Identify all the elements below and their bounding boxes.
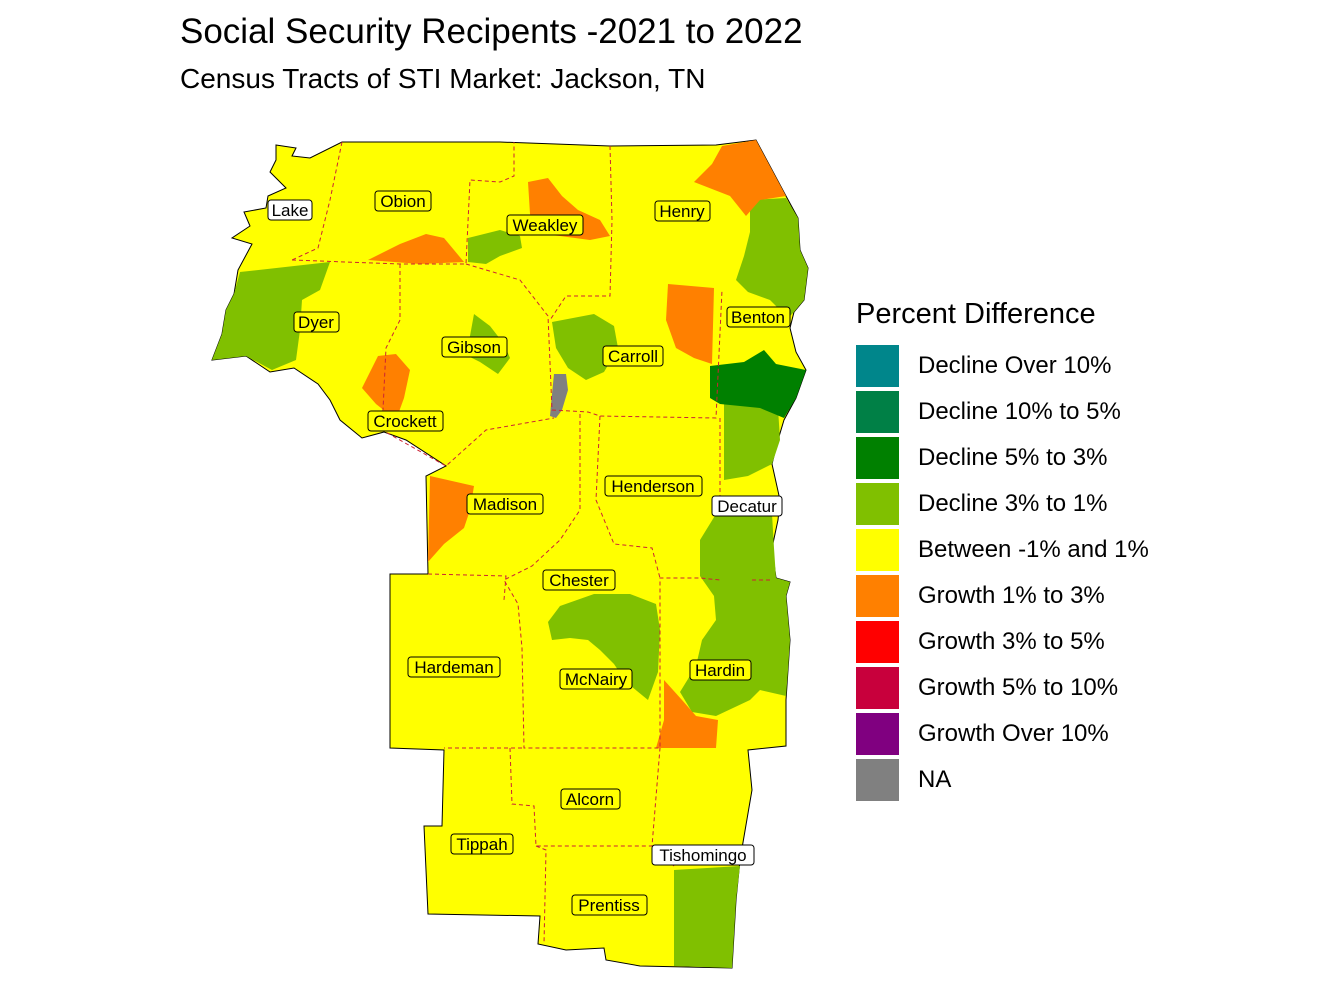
svg-text:Weakley: Weakley: [513, 216, 578, 235]
legend-item: Decline Over 10%: [856, 343, 1149, 389]
county-label-gibson: Gibson: [441, 336, 508, 358]
legend-item: Decline 5% to 3%: [856, 435, 1149, 481]
county-label-henderson: Henderson: [604, 475, 703, 497]
legend-label: Decline 10% to 5%: [918, 398, 1121, 425]
svg-text:Tishomingo: Tishomingo: [659, 846, 746, 865]
county-label-henry: Henry: [654, 200, 711, 222]
svg-text:Obion: Obion: [380, 192, 425, 211]
county-label-carroll: Carroll: [602, 345, 664, 367]
map-subtitle: Census Tracts of STI Market: Jackson, TN: [180, 63, 706, 94]
svg-text:Gibson: Gibson: [447, 338, 501, 357]
county-label-lake: Lake: [267, 199, 313, 221]
legend-label: Decline Over 10%: [918, 352, 1112, 379]
legend-swatch: [856, 575, 899, 617]
legend-title: Percent Difference: [856, 298, 1096, 330]
legend-swatch: [856, 667, 899, 709]
svg-text:Madison: Madison: [473, 495, 537, 514]
county-label-benton: Benton: [726, 306, 791, 328]
legend-item: Growth Over 10%: [856, 711, 1149, 757]
legend-item: Decline 3% to 1%: [856, 481, 1149, 527]
legend-item: Growth 3% to 5%: [856, 619, 1149, 665]
legend-item: Between -1% and 1%: [856, 527, 1149, 573]
legend-swatch: [856, 713, 899, 755]
legend-label: Growth 5% to 10%: [918, 674, 1119, 701]
legend-swatch: [856, 391, 899, 433]
svg-text:Tippah: Tippah: [456, 835, 507, 854]
county-label-tippah: Tippah: [450, 833, 514, 855]
county-boundaries: [291, 141, 770, 945]
legend-swatch: [856, 437, 899, 479]
growth-1-3-regions: [362, 140, 786, 748]
county-label-crockett: Crockett: [367, 410, 444, 432]
svg-text:Hardin: Hardin: [695, 661, 745, 680]
svg-text:Decatur: Decatur: [717, 497, 777, 516]
svg-text:Henry: Henry: [659, 202, 705, 221]
svg-text:McNairy: McNairy: [565, 670, 628, 689]
svg-text:Crockett: Crockett: [373, 412, 437, 431]
decline-3-5-region: [710, 350, 806, 418]
legend-label: Growth Over 10%: [918, 720, 1109, 747]
legend-item: Growth 1% to 3%: [856, 573, 1149, 619]
legend-swatch: [856, 759, 899, 801]
county-label-alcorn: Alcorn: [560, 788, 621, 810]
legend-label: Growth 3% to 5%: [918, 628, 1105, 655]
county-label-decatur: Decatur: [711, 495, 783, 517]
svg-text:Alcorn: Alcorn: [566, 790, 614, 809]
legend-label: NA: [918, 766, 952, 793]
county-label-hardin: Hardin: [689, 659, 752, 681]
county-label-prentiss: Prentiss: [571, 894, 648, 916]
legend-item: Growth 5% to 10%: [856, 665, 1149, 711]
county-label-hardeman: Hardeman: [407, 656, 501, 678]
county-label-weakley: Weakley: [506, 214, 584, 236]
county-label-dyer: Dyer: [293, 311, 340, 333]
county-label-chester: Chester: [542, 569, 616, 591]
svg-text:Hardeman: Hardeman: [414, 658, 493, 677]
na-region: [550, 374, 568, 418]
legend-swatch: [856, 345, 899, 387]
svg-text:Carroll: Carroll: [608, 347, 658, 366]
svg-text:Chester: Chester: [549, 571, 609, 590]
legend-label: Between -1% and 1%: [918, 536, 1149, 563]
svg-text:Dyer: Dyer: [298, 313, 334, 332]
legend-item: NA: [856, 757, 1149, 803]
svg-text:Benton: Benton: [731, 308, 785, 327]
legend-label: Decline 3% to 1%: [918, 490, 1108, 517]
legend-swatch: [856, 621, 899, 663]
map-title: Social Security Recipents -2021 to 2022: [180, 12, 803, 51]
county-labels: Lake Obion Weakley Henry Dyer Gibson Car…: [267, 190, 791, 916]
choropleth-map: Lake Obion Weakley Henry Dyer Gibson Car…: [211, 139, 809, 969]
county-label-mcnairy: McNairy: [559, 668, 633, 690]
legend-items: Decline Over 10% Decline 10% to 5% Decline…: [856, 343, 1149, 803]
legend-swatch: [856, 529, 899, 571]
county-label-obion: Obion: [374, 190, 432, 212]
legend-item: Decline 10% to 5%: [856, 389, 1149, 435]
county-label-madison: Madison: [466, 493, 544, 515]
svg-text:Lake: Lake: [272, 201, 309, 220]
legend: Percent Difference Decline Over 10% Decli…: [856, 298, 1149, 803]
svg-text:Prentiss: Prentiss: [578, 896, 639, 915]
county-label-tishomingo: Tishomingo: [651, 844, 755, 866]
legend-swatch: [856, 483, 899, 525]
legend-label: Growth 1% to 3%: [918, 582, 1105, 609]
legend-label: Decline 5% to 3%: [918, 444, 1108, 471]
svg-text:Henderson: Henderson: [611, 477, 694, 496]
